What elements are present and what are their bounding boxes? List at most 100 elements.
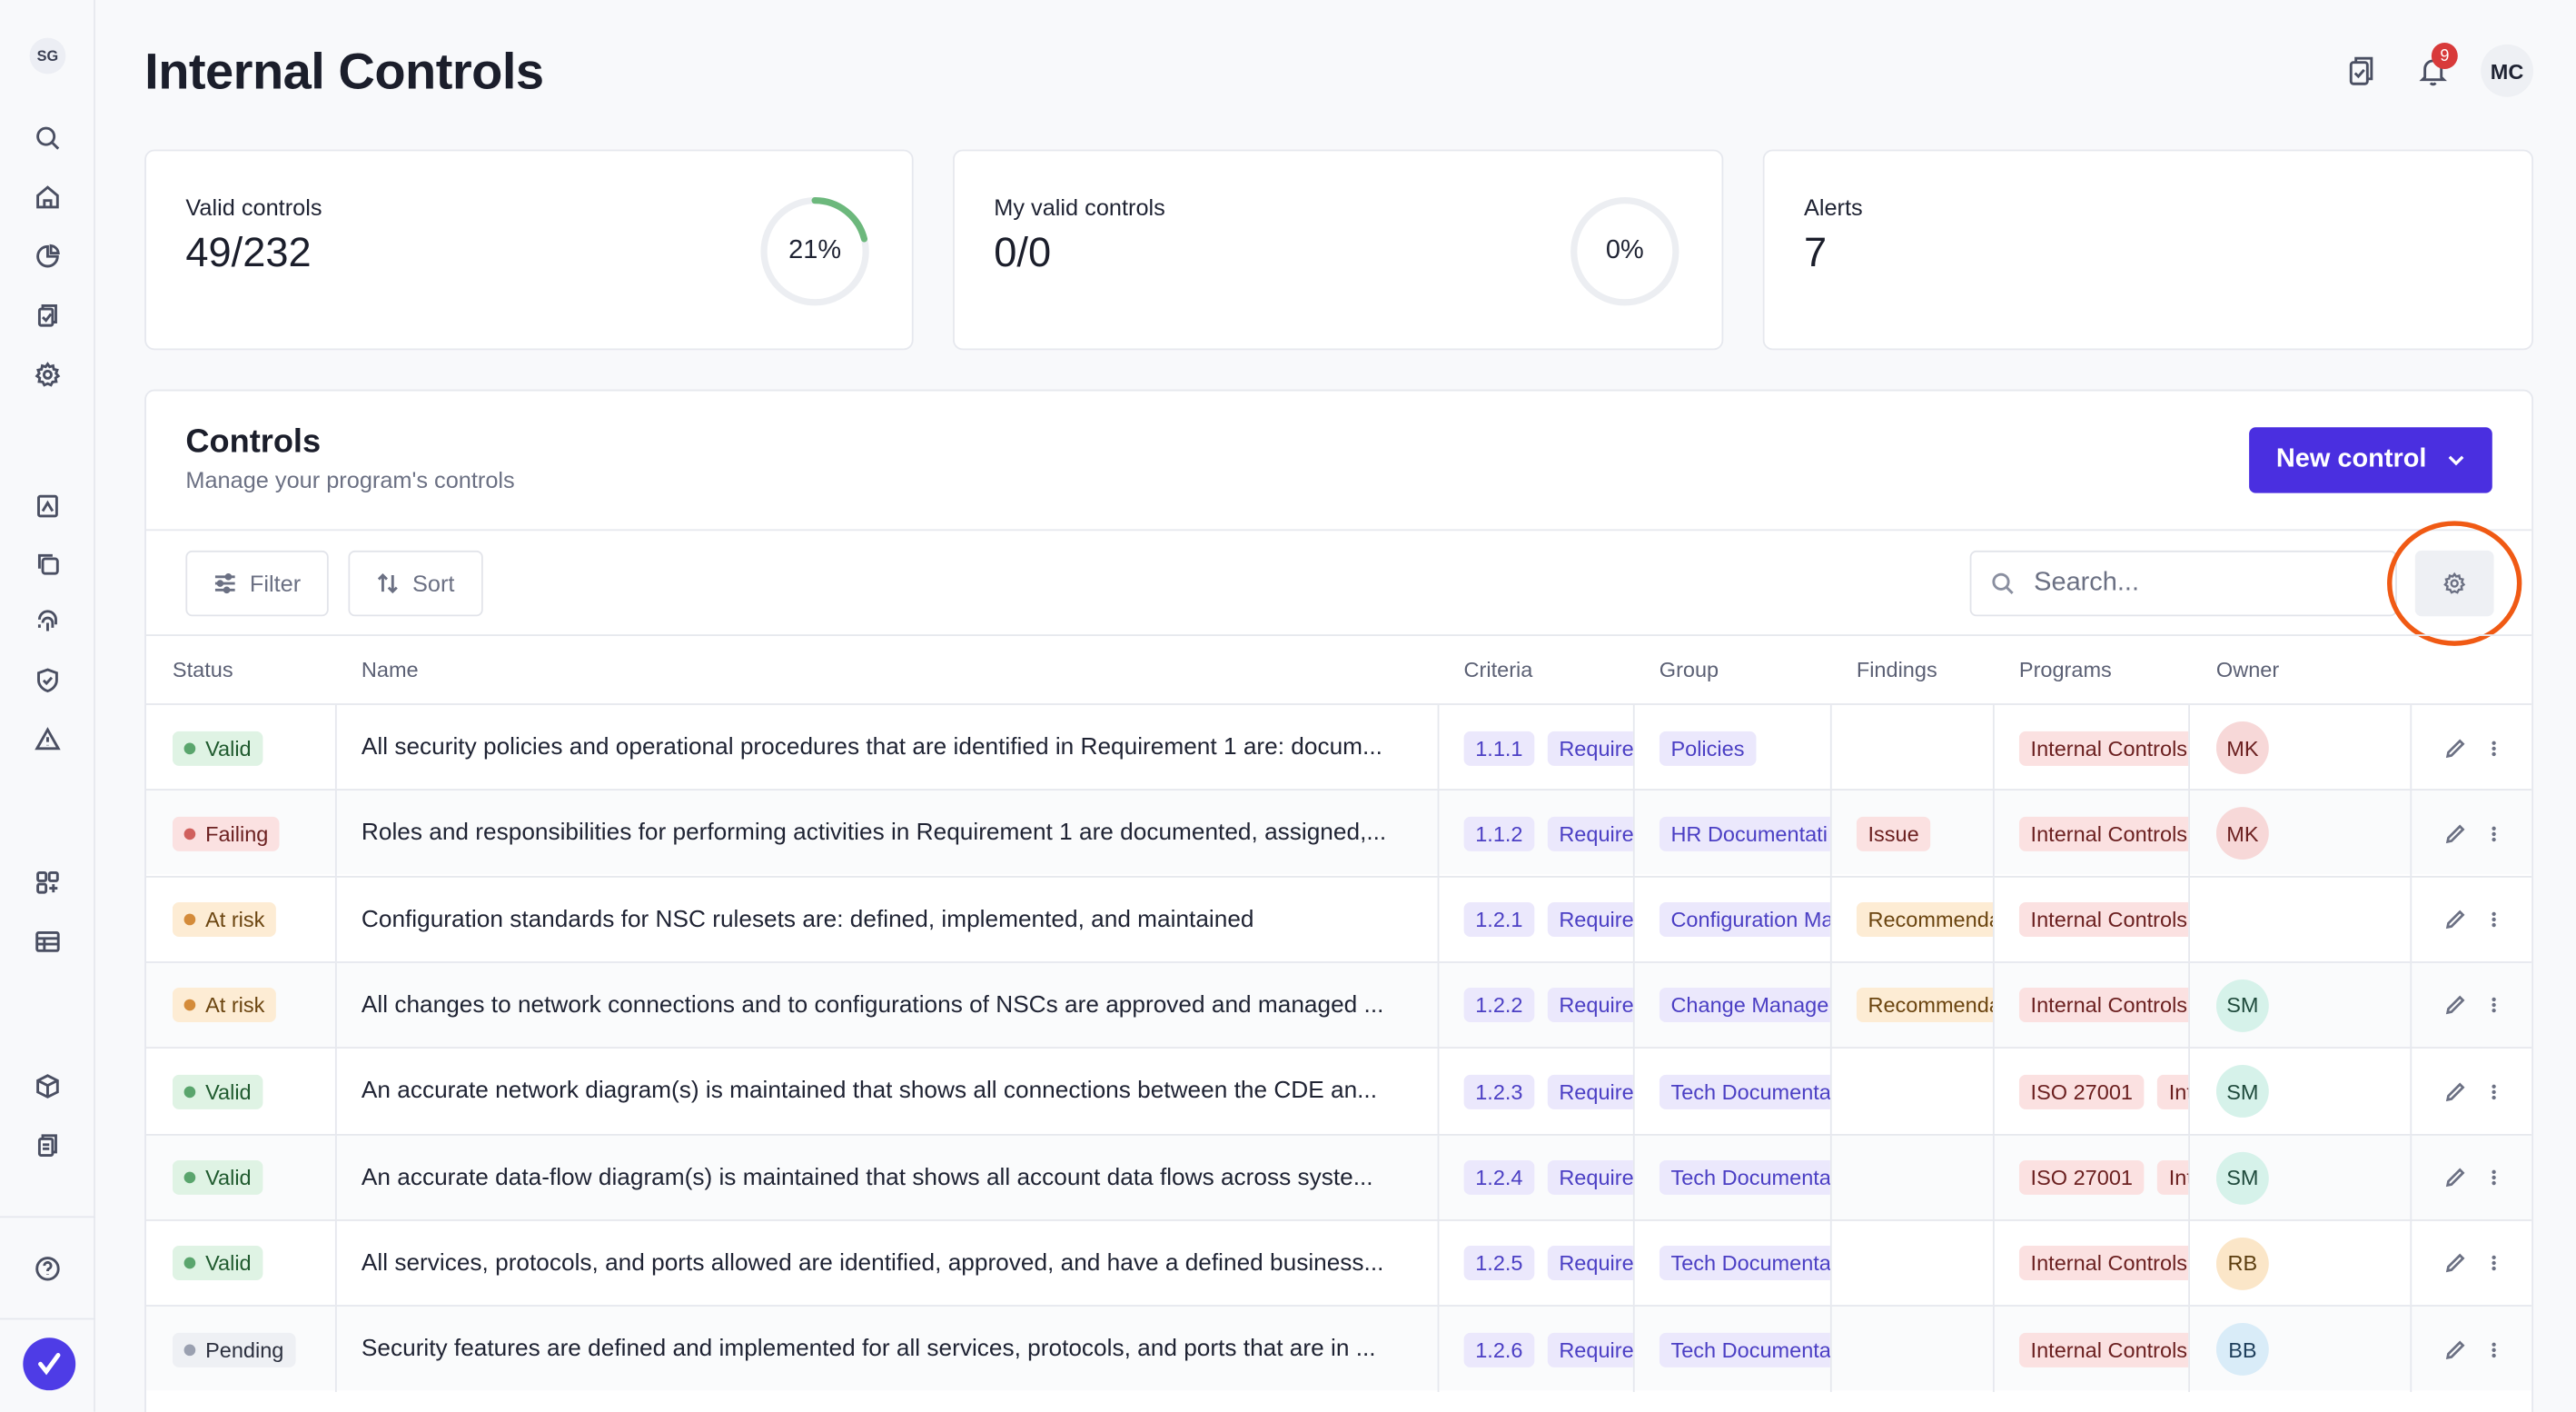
owner-avatar[interactable]: SM	[2215, 1150, 2269, 1204]
criteria-tag-chip: Require	[1547, 1074, 1633, 1109]
owner-avatar[interactable]: RB	[2215, 1237, 2269, 1290]
status-text: Valid	[205, 1079, 252, 1104]
stat-card-valid-controls: Valid controls 49/232 21%	[144, 149, 914, 351]
clipboard-icon[interactable]	[31, 299, 64, 332]
more-vertical-icon[interactable]	[2484, 1079, 2504, 1104]
table-row[interactable]: Valid An accurate data-flow diagram(s) is…	[145, 1133, 2532, 1220]
column-header-programs[interactable]: Programs	[2018, 657, 2112, 682]
program-chip: Internal Controls	[2018, 902, 2189, 938]
criteria-chip: 1.2.4	[1463, 1159, 1535, 1195]
report-icon[interactable]	[31, 490, 64, 522]
finding-chip: Recommenda	[1856, 988, 1993, 1023]
criteria-chip: 1.1.2	[1463, 816, 1535, 851]
progress-ring: 21%	[758, 194, 873, 309]
table-row[interactable]: Valid All security policies and operation…	[145, 703, 2532, 791]
column-header-criteria[interactable]: Criteria	[1463, 657, 1533, 682]
edit-pencil-icon[interactable]	[2443, 908, 2468, 932]
fingerprint-icon[interactable]	[31, 606, 64, 639]
control-name[interactable]: An accurate data-flow diagram(s) is main…	[361, 1164, 1373, 1191]
edit-pencil-icon[interactable]	[2443, 1251, 2468, 1276]
control-name[interactable]: Roles and responsibilities for performin…	[361, 820, 1387, 848]
table-row[interactable]: Valid An accurate network diagram(s) is m…	[145, 1047, 2532, 1135]
table-row[interactable]: Failing Roles and responsibilities for pe…	[145, 789, 2532, 877]
apps-icon[interactable]	[31, 866, 64, 899]
shield-check-icon[interactable]	[31, 664, 64, 697]
copy-icon[interactable]	[31, 547, 64, 580]
criteria-tag-chip: Requiren	[1547, 902, 1633, 938]
topbar-actions: 9 MC	[2336, 43, 2534, 97]
edit-pencil-icon[interactable]	[2443, 1337, 2468, 1362]
edit-pencil-icon[interactable]	[2443, 821, 2468, 846]
search-icon[interactable]	[31, 122, 64, 154]
control-name[interactable]: All services, protocols, and ports allow…	[361, 1250, 1384, 1277]
sort-button[interactable]: Sort	[348, 550, 483, 617]
edit-pencil-icon[interactable]	[2443, 993, 2468, 1018]
new-control-button[interactable]: New control	[2249, 427, 2492, 493]
section-title: Controls	[185, 423, 322, 461]
criteria-tag-chip: Require	[1547, 988, 1633, 1023]
controls-panel: Controls Manage your program's controls …	[144, 389, 2534, 1412]
column-header-findings[interactable]: Findings	[1856, 657, 1937, 682]
owner-avatar[interactable]: SM	[2215, 1065, 2269, 1119]
edit-pencil-icon[interactable]	[2443, 735, 2468, 760]
control-name[interactable]: All changes to network connections and t…	[361, 992, 1384, 1019]
filter-label: Filter	[249, 570, 302, 597]
chevron-down-icon	[2448, 455, 2464, 466]
owner-avatar[interactable]: BB	[2215, 1323, 2269, 1377]
brand-logo[interactable]	[23, 1337, 76, 1391]
more-vertical-icon[interactable]	[2484, 1251, 2504, 1276]
control-name[interactable]: An accurate network diagram(s) is mainta…	[361, 1078, 1378, 1105]
control-name[interactable]: Security features are defined and implem…	[361, 1336, 1376, 1363]
pie-chart-icon[interactable]	[31, 240, 64, 273]
column-header-status[interactable]: Status	[172, 657, 233, 682]
status-badge: At risk	[172, 988, 277, 1023]
warning-icon[interactable]	[31, 723, 64, 756]
stat-value: 0/0	[994, 230, 1052, 276]
filter-button[interactable]: Filter	[185, 550, 329, 617]
home-icon[interactable]	[31, 181, 64, 214]
control-name[interactable]: Configuration standards for NSC rulesets…	[361, 906, 1254, 933]
table-row[interactable]: Pending Security features are defined and…	[145, 1305, 2532, 1393]
cube-icon[interactable]	[31, 1069, 64, 1102]
control-name[interactable]: All security policies and operational pr…	[361, 734, 1382, 761]
edit-pencil-icon[interactable]	[2443, 1165, 2468, 1189]
program-chip: Internal Controls	[2018, 816, 2189, 851]
table-row[interactable]: At risk Configuration standards for NSC r…	[145, 875, 2532, 963]
help-icon[interactable]	[31, 1252, 64, 1285]
table-row[interactable]: Valid All services, protocols, and ports …	[145, 1218, 2532, 1307]
documents-icon[interactable]	[31, 1129, 64, 1162]
owner-avatar[interactable]: MK	[2215, 807, 2269, 860]
table-row[interactable]: At risk All changes to network connection…	[145, 960, 2532, 1049]
tasks-button[interactable]	[2336, 46, 2385, 95]
column-header-name[interactable]: Name	[361, 657, 419, 682]
column-header-owner[interactable]: Owner	[2215, 657, 2280, 682]
more-vertical-icon[interactable]	[2484, 1337, 2504, 1362]
table-icon[interactable]	[31, 925, 64, 958]
status-text: Failing	[205, 820, 269, 847]
finding-chip: Recommenda	[1856, 902, 1993, 938]
criteria-tag-chip: Require	[1547, 1159, 1633, 1195]
stat-label: Alerts	[1803, 194, 1863, 221]
workspace-avatar[interactable]: SG	[29, 37, 66, 75]
search-field[interactable]	[1969, 550, 2397, 617]
criteria-chip: 1.2.3	[1463, 1074, 1535, 1109]
more-vertical-icon[interactable]	[2484, 1165, 2504, 1189]
more-vertical-icon[interactable]	[2484, 735, 2504, 760]
more-vertical-icon[interactable]	[2484, 993, 2504, 1018]
stat-card-alerts: Alerts 7	[1762, 149, 2534, 351]
status-text: At risk	[205, 907, 265, 932]
owner-avatar[interactable]: SM	[2215, 979, 2269, 1032]
user-avatar[interactable]: MC	[2481, 44, 2534, 97]
owner-avatar[interactable]: MK	[2215, 721, 2269, 774]
more-vertical-icon[interactable]	[2484, 821, 2504, 846]
new-control-label: New control	[2275, 445, 2427, 473]
column-header-group[interactable]: Group	[1659, 657, 1719, 682]
status-text: Valid	[205, 1165, 252, 1190]
settings-icon[interactable]	[31, 358, 64, 391]
edit-pencil-icon[interactable]	[2443, 1079, 2468, 1104]
status-badge: Failing	[172, 816, 281, 851]
notifications-button[interactable]: 9	[2409, 43, 2458, 95]
search-input[interactable]	[2034, 568, 2363, 599]
criteria-tag-chip: Require	[1547, 1332, 1633, 1367]
more-vertical-icon[interactable]	[2484, 908, 2504, 932]
